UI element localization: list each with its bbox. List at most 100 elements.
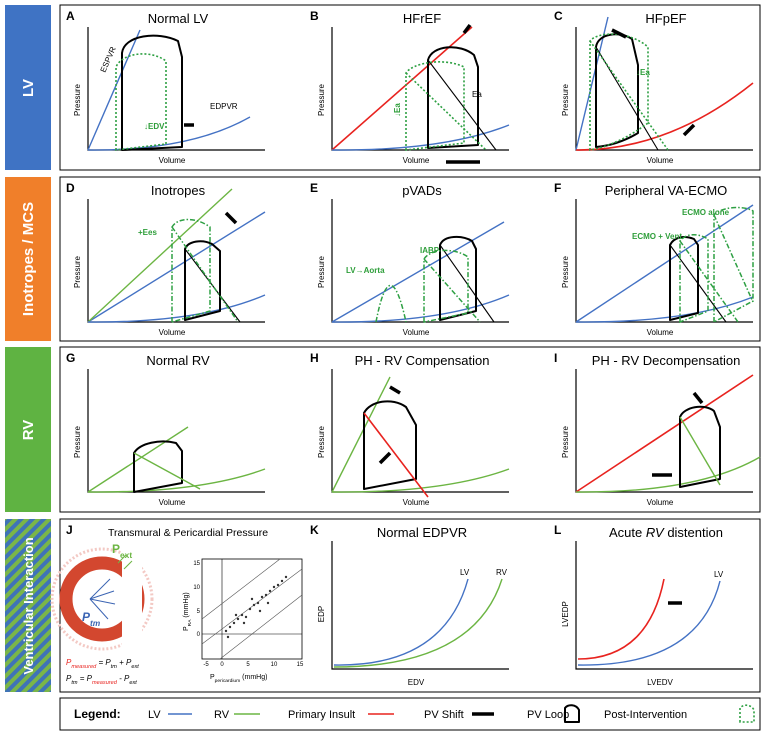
text-part: pericardium (215, 678, 241, 684)
panel-letter: F (554, 181, 561, 195)
section-bars: LV Inotropes / MCS RV Ventricular Intera… (5, 5, 51, 692)
y-label: Pressure (317, 83, 326, 116)
annotation: ↓Ea (636, 68, 650, 77)
x-label: Volume (403, 328, 430, 337)
section-label: RV (20, 420, 37, 441)
text-part: (mmHg) (240, 674, 267, 681)
panel: H PH - RV Compensation Pressure Volume (310, 351, 509, 507)
panel: B HFrEF Pressure Volume Ea ↓Ea (310, 9, 509, 165)
section-label: Ventricular Interaction (21, 537, 36, 674)
panel-title: Normal LV (148, 11, 209, 26)
y-label: Pressure (317, 425, 326, 458)
text-part: (mmHg) (183, 592, 190, 619)
annotation: RV (496, 568, 508, 577)
text-part: measured (71, 664, 97, 670)
panel-letter: G (66, 351, 75, 365)
text-part: + P (117, 658, 132, 667)
y-label: LVEDP (561, 601, 570, 627)
tick-label: 0 (220, 662, 224, 668)
x-label: Volume (647, 498, 674, 507)
y-label: EDP (317, 606, 326, 622)
tick-label: -5 (203, 662, 209, 668)
x-label: Volume (647, 328, 674, 337)
annotation: ↓EDV (144, 122, 165, 131)
text-part: RV (646, 525, 665, 540)
annotation: LV (460, 568, 470, 577)
inset-x-label: Ppericardium (mmHg) (210, 674, 267, 684)
legend-label: RV (214, 709, 230, 721)
x-label: EDV (408, 678, 425, 687)
x-label: Volume (647, 156, 674, 165)
legend-label: Post-Intervention (604, 709, 687, 721)
inset: -5 0 5 10 15 0 5 10 15 PRA (mmHg) Pperic… (183, 559, 304, 684)
tick-label: 0 (197, 632, 201, 638)
panel-letter: A (66, 9, 75, 23)
x-label: Volume (159, 328, 186, 337)
panel-letter: D (66, 181, 75, 195)
text-part: ext (129, 680, 137, 686)
annotation: ECMO + Vent (632, 232, 682, 241)
panel-title: Transmural & Pericardial Pressure (108, 527, 268, 539)
panel: K Normal EDPVR EDP EDV LV RV (310, 523, 509, 687)
panel: D Inotropes Pressure Volume +Ees (66, 181, 265, 337)
text-part: ext (120, 550, 132, 560)
tick-label: 10 (193, 585, 200, 591)
annotation: Ea (472, 90, 482, 99)
text-part: P (112, 542, 120, 556)
formula: Ptm = Pmeasured - Pext (66, 674, 137, 686)
panel-title: HFpEF (645, 11, 686, 26)
annotation: IABP (420, 246, 440, 255)
legend-label: LV (148, 709, 161, 721)
inset-y-label: PRA (mmHg) (183, 592, 193, 631)
panel: L Acute RV distention LVEDP LVEDV LV (554, 523, 753, 687)
panel-title: Acute RV distention (609, 525, 723, 540)
panel-letter: B (310, 9, 319, 23)
y-label: Pressure (561, 255, 570, 288)
panel: I PH - RV Decompensation Pressure Volume (554, 351, 760, 507)
text-part: distention (664, 525, 723, 540)
annotation: ESPVR (99, 45, 118, 74)
text-part: tm (90, 618, 101, 628)
text-part: = P (96, 658, 111, 667)
panel-title: PH - RV Compensation (355, 353, 490, 368)
panel-letter: I (554, 351, 557, 365)
text-part: - P (117, 674, 130, 683)
text-part: ext (131, 664, 139, 670)
annotation: LV→Aorta (346, 266, 385, 275)
y-label: Pressure (561, 83, 570, 116)
annotation: ECMO alone (682, 208, 730, 217)
tick-label: 5 (246, 662, 250, 668)
legend: Legend: LV RV Primary Insult PV Shift PV… (74, 705, 754, 722)
panel-title: Inotropes (151, 183, 206, 198)
panel: G Normal RV Pressure Volume (66, 351, 265, 507)
figure: LV Inotropes / MCS RV Ventricular Intera… (0, 0, 764, 733)
panel-letter: C (554, 9, 563, 23)
y-label: Pressure (561, 425, 570, 458)
x-label: Volume (403, 498, 430, 507)
x-label: Volume (403, 156, 430, 165)
text-part: measured (92, 680, 118, 686)
tick-label: 10 (271, 662, 278, 668)
annotation: +Ees (138, 228, 157, 237)
y-label: Pressure (73, 83, 82, 116)
tick-label: 15 (193, 561, 200, 567)
annotation: LV (714, 570, 724, 579)
text-part: Acute (609, 525, 646, 540)
panel: E pVADs Pressure Volume LV→Aorta IABP (310, 181, 509, 337)
y-label: Pressure (317, 255, 326, 288)
annotation: ↓Ea (393, 103, 402, 117)
y-label: Pressure (73, 425, 82, 458)
panel-letter: H (310, 351, 319, 365)
panel-letter: J (66, 523, 73, 537)
panel: J Transmural & Pericardial Pressure Pext… (52, 523, 304, 686)
panel-title: Peripheral VA-ECMO (605, 183, 728, 198)
formula: Pmeasured = Ptm + Pext (66, 658, 139, 670)
panel-title: Normal EDPVR (377, 525, 467, 540)
panel: F Peripheral VA-ECMO Pressure Volume ECM… (554, 181, 753, 337)
x-label: Volume (159, 498, 186, 507)
x-label: Volume (159, 156, 186, 165)
panel: C HFpEF Pressure Volume ↓Ea (554, 9, 753, 165)
text-part: = P (78, 674, 93, 683)
legend-label: Primary Insult (288, 709, 355, 721)
x-label: LVEDV (647, 678, 673, 687)
